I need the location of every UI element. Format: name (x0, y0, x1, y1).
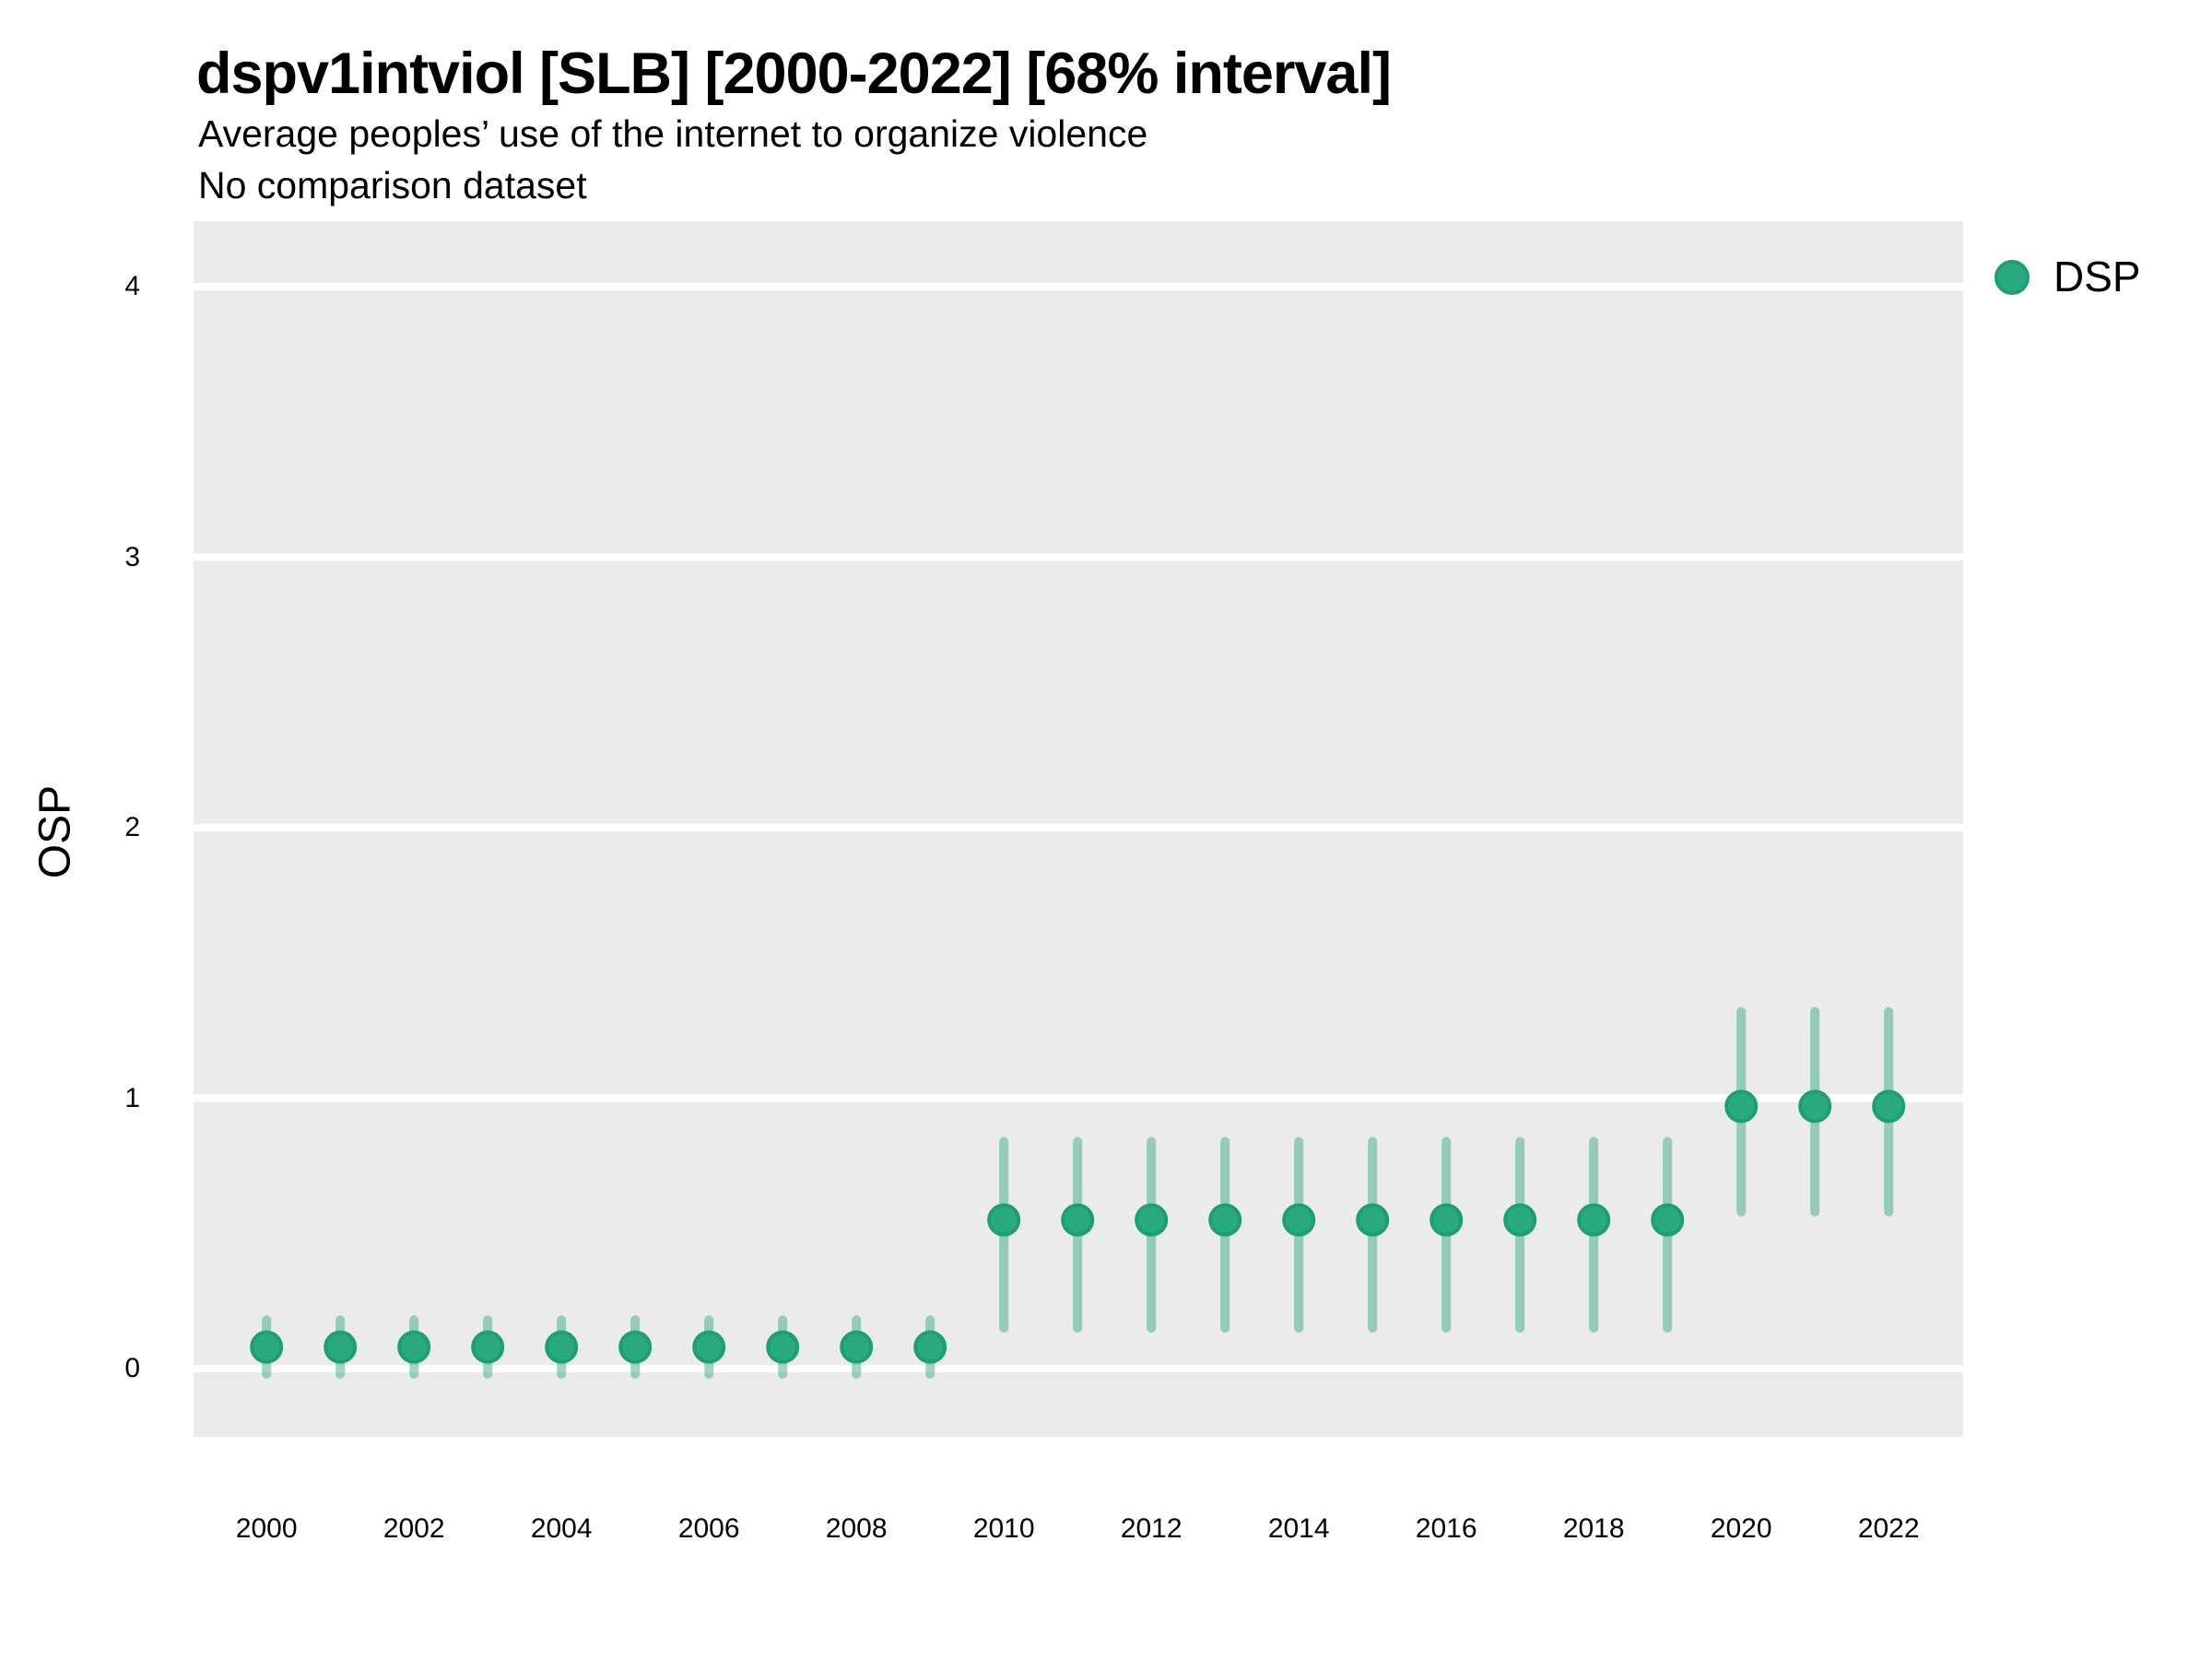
x-tick-label-2006: 2006 (677, 1513, 740, 1544)
x-tick-label-2016: 2016 (1415, 1513, 1477, 1544)
x-tick-label-2002: 2002 (382, 1513, 445, 1544)
chart-note: No comparison dataset (198, 164, 587, 206)
data-point-2007 (766, 1330, 800, 1364)
plot-canvas (194, 283, 1963, 1379)
data-point-2014 (1282, 1203, 1316, 1237)
x-tick-label-2012: 2012 (1120, 1513, 1182, 1544)
data-point-2021 (1798, 1089, 1832, 1124)
data-point-2020 (1724, 1089, 1759, 1124)
x-tick-label-2000: 2000 (235, 1513, 298, 1544)
y-tick-label-2: 2 (124, 812, 140, 843)
x-tick-label-2014: 2014 (1267, 1513, 1330, 1544)
y-tick-label-0: 0 (124, 1353, 140, 1384)
plot-panel (194, 221, 1963, 1437)
data-point-2002 (397, 1330, 431, 1364)
data-point-2017 (1503, 1203, 1537, 1237)
data-point-2003 (471, 1330, 505, 1364)
gridline-y-3 (194, 553, 1963, 561)
data-point-2006 (692, 1330, 726, 1364)
x-tick-label-2022: 2022 (1857, 1513, 1920, 1544)
data-point-2013 (1208, 1203, 1242, 1237)
gridline-y-4 (194, 283, 1963, 291)
y-tick-label-4: 4 (124, 271, 140, 302)
x-tick-label-2010: 2010 (972, 1513, 1035, 1544)
x-tick-label-2020: 2020 (1710, 1513, 1772, 1544)
data-point-2016 (1430, 1203, 1464, 1237)
data-point-2009 (913, 1330, 947, 1364)
data-point-2022 (1872, 1089, 1906, 1124)
data-point-2008 (840, 1330, 874, 1364)
data-point-2010 (987, 1203, 1021, 1237)
y-tick-label-1: 1 (124, 1082, 140, 1113)
x-tick-label-2008: 2008 (825, 1513, 888, 1544)
chart-title: dspv1intviol [SLB] [2000-2022] [68% inte… (196, 41, 1392, 106)
legend: DSP (1991, 249, 2212, 304)
legend-label: DSP (2053, 253, 2141, 300)
x-tick-label-2018: 2018 (1562, 1513, 1625, 1544)
data-point-2001 (324, 1330, 358, 1364)
data-point-2018 (1577, 1203, 1611, 1237)
data-point-2015 (1356, 1203, 1390, 1237)
data-point-2005 (618, 1330, 653, 1364)
gridline-y-2 (194, 824, 1963, 832)
y-tick-label-3: 3 (124, 541, 140, 572)
gridline-y-1 (194, 1094, 1963, 1102)
gridline-y-0 (194, 1365, 1963, 1373)
data-point-2000 (250, 1330, 284, 1364)
legend-marker-dot (1994, 260, 2030, 295)
data-point-2011 (1061, 1203, 1095, 1237)
x-tick-label-2004: 2004 (530, 1513, 593, 1544)
chart-subtitle: Average peoples’ use of the internet to … (198, 112, 1148, 155)
data-point-2012 (1135, 1203, 1169, 1237)
data-point-2004 (545, 1330, 579, 1364)
data-point-2019 (1651, 1203, 1685, 1237)
